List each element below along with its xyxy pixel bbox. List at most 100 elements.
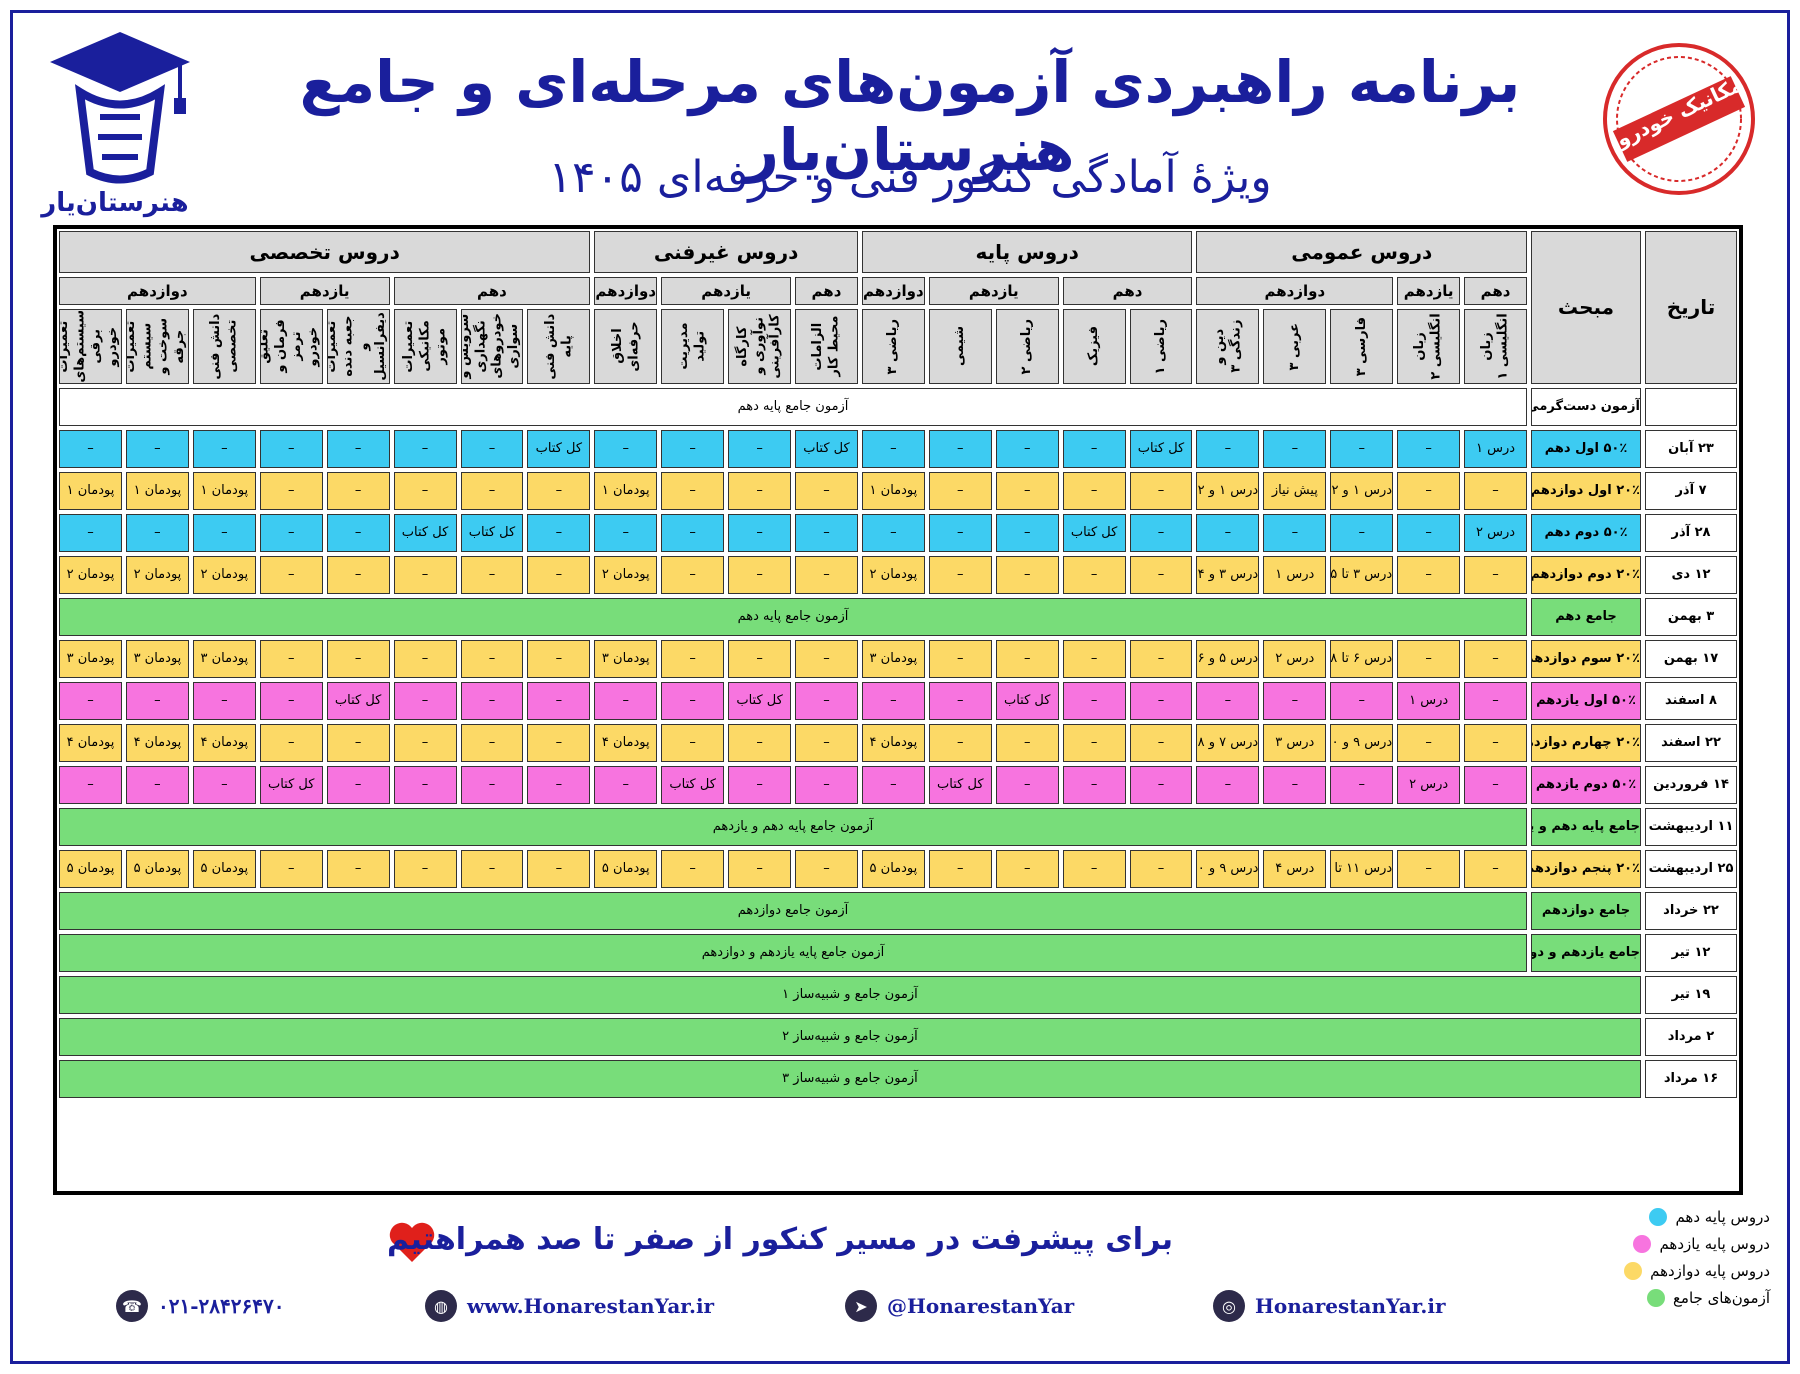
subject-header: زبان انگلیسی ۱	[1464, 309, 1527, 384]
schedule-cell: –	[661, 723, 725, 762]
row-topic: ۲۰٪ پنجم دوازدهم	[1531, 849, 1641, 888]
subject-header: تعمیرات سیستم سوخت و جرقه	[125, 309, 189, 384]
schedule-cell: –	[393, 723, 457, 762]
schedule-cell: پودمان ۳	[59, 639, 122, 678]
schedule-cell: –	[795, 723, 858, 762]
row-topic: ۲۰٪ چهارم دوازدهم	[1531, 723, 1641, 762]
row-date: ۲۳ آبان	[1645, 429, 1737, 468]
schedule-row: ۱۶ مرداد آزمون جامع و شبیه‌ساز ۳	[59, 1059, 1737, 1098]
schedule-cell: –	[1196, 513, 1260, 552]
schedule-cell: پودمان ۴	[594, 723, 658, 762]
subject-label: تعمیرات مکانیکی موتور	[400, 320, 449, 373]
website-link[interactable]: ◍ www.HonarestanYar.ir	[425, 1290, 714, 1322]
schedule-cell: پودمان ۱	[59, 471, 122, 510]
schedule-cell: –	[527, 681, 591, 720]
color-legend: دروس پایه دهم دروس پایه یازدهم دروس پایه د…	[1570, 1208, 1770, 1316]
instagram-link[interactable]: ◎ HonarestanYar.ir	[1213, 1290, 1445, 1322]
schedule-cell: –	[1062, 639, 1126, 678]
schedule-cell: –	[1196, 765, 1260, 804]
schedule-cell: پودمان ۳	[125, 639, 189, 678]
schedule-cell: –	[460, 681, 524, 720]
schedule-cell: –	[393, 849, 457, 888]
subject-header: تعمیرات مکانیکی موتور	[393, 309, 457, 384]
schedule-cell: کل کتاب	[1129, 429, 1193, 468]
schedule-cell: –	[59, 513, 122, 552]
schedule-cell: –	[1397, 849, 1461, 888]
subject-header: مدیریت تولید	[661, 309, 725, 384]
schedule-row: ۲ مرداد آزمون جامع و شبیه‌ساز ۲	[59, 1017, 1737, 1056]
schedule-cell: پودمان ۳	[192, 639, 256, 678]
phone-contact[interactable]: ☎ ۰۲۱-۲۸۴۲۶۴۷۰	[116, 1290, 284, 1322]
schedule-cell: درس ۳	[1263, 723, 1327, 762]
exam-span-cell: آزمون جامع پایه دهم و یازدهم	[59, 807, 1527, 846]
schedule-cell: –	[661, 639, 725, 678]
schedule-cell: –	[1330, 681, 1394, 720]
subject-label: تعمیرات سیستم‌های برقی خودرو	[59, 310, 120, 383]
schedule-cell: –	[1062, 429, 1126, 468]
schedule-cell: –	[393, 555, 457, 594]
telegram-link[interactable]: ➤ @HonarestanYar	[845, 1290, 1074, 1322]
grade-header: یازدهم	[661, 277, 792, 305]
schedule-cell: درس ۵ و ۶	[1196, 639, 1260, 678]
schedule-cell: –	[527, 555, 591, 594]
row-date: ۲ مرداد	[1645, 1017, 1737, 1056]
schedule-cell: –	[795, 513, 858, 552]
schedule-cell: پودمان ۳	[861, 639, 925, 678]
schedule-cell: –	[795, 555, 858, 594]
subject-header: ریاضی ۱	[1129, 309, 1193, 384]
schedule-cell: –	[527, 849, 591, 888]
schedule-cell: پودمان ۴	[861, 723, 925, 762]
schedule-cell: –	[59, 681, 122, 720]
row-date: ۱۱ اردیبهشت	[1645, 807, 1737, 846]
heart-icon	[389, 1222, 435, 1262]
schedule-cell: –	[928, 639, 992, 678]
subject-label: ریاضی ۱	[1152, 318, 1168, 375]
exam-span-cell: آزمون جامع و شبیه‌ساز ۱	[59, 975, 1641, 1014]
grade-header: دهم	[1062, 277, 1193, 305]
row-date: ۱۴ فروردین	[1645, 765, 1737, 804]
schedule-cell: پودمان ۱	[861, 471, 925, 510]
schedule-cell: درس ۲	[1397, 765, 1461, 804]
exam-span-cell: آزمون جامع و شبیه‌ساز ۳	[59, 1059, 1641, 1098]
subject-label: فیزیک	[1085, 326, 1101, 367]
subject-label: دانش فنی تخصصی	[208, 313, 240, 380]
schedule-cell: پودمان ۱	[192, 471, 256, 510]
legend-label: آزمون‌های جامع	[1672, 1289, 1770, 1307]
grade-header: دوازدهم	[861, 277, 925, 305]
schedule-cell: –	[995, 723, 1059, 762]
schedule-cell: –	[928, 429, 992, 468]
schedule-row: ۷ آذر ۲۰٪ اول دوازدهم – – درس ۱ و ۲ پیش نیاز د…	[59, 471, 1737, 510]
subject-label: تعمیرات سیستم سوخت و جرقه	[125, 317, 187, 375]
schedule-cell: –	[795, 471, 858, 510]
row-topic: ۲۰٪ دوم دوازدهم	[1531, 555, 1641, 594]
row-date: ۳ بهمن	[1645, 597, 1737, 636]
legend-label: دروس پایه دهم	[1675, 1208, 1770, 1226]
schedule-cell: –	[259, 555, 323, 594]
subject-header: سرویس و نگهداری خودروهای سواری	[460, 309, 524, 384]
subject-label: مدیریت تولید	[676, 322, 708, 370]
schedule-cell: کل کتاب	[1062, 513, 1126, 552]
schedule-cell: –	[192, 765, 256, 804]
schedule-cell: –	[995, 555, 1059, 594]
grade-header: دوازدهم	[59, 277, 256, 305]
schedule-cell: –	[59, 429, 122, 468]
schedule-cell: –	[928, 849, 992, 888]
schedule-cell: –	[1263, 429, 1327, 468]
subject-label: ریاضی ۳	[885, 318, 901, 375]
schedule-cell: –	[125, 765, 189, 804]
group-nontech-header: دروس غیرفنی	[594, 231, 858, 273]
grade-header: یازدهم	[1397, 277, 1461, 305]
schedule-cell: –	[928, 513, 992, 552]
row-date: ۱۹ تیر	[1645, 975, 1737, 1014]
grade-header: یازدهم	[259, 277, 390, 305]
subject-label: زبان انگلیسی ۱	[1479, 313, 1511, 380]
telegram-handle: @HonarestanYar	[887, 1294, 1075, 1318]
row-date: ۱۲ دی	[1645, 555, 1737, 594]
schedule-cell: –	[1397, 471, 1461, 510]
schedule-cell: پودمان ۴	[192, 723, 256, 762]
schedule-cell: –	[728, 513, 792, 552]
row-date: ۲۲ خرداد	[1645, 891, 1737, 930]
schedule-cell: –	[326, 555, 390, 594]
schedule-cell: –	[1464, 555, 1527, 594]
